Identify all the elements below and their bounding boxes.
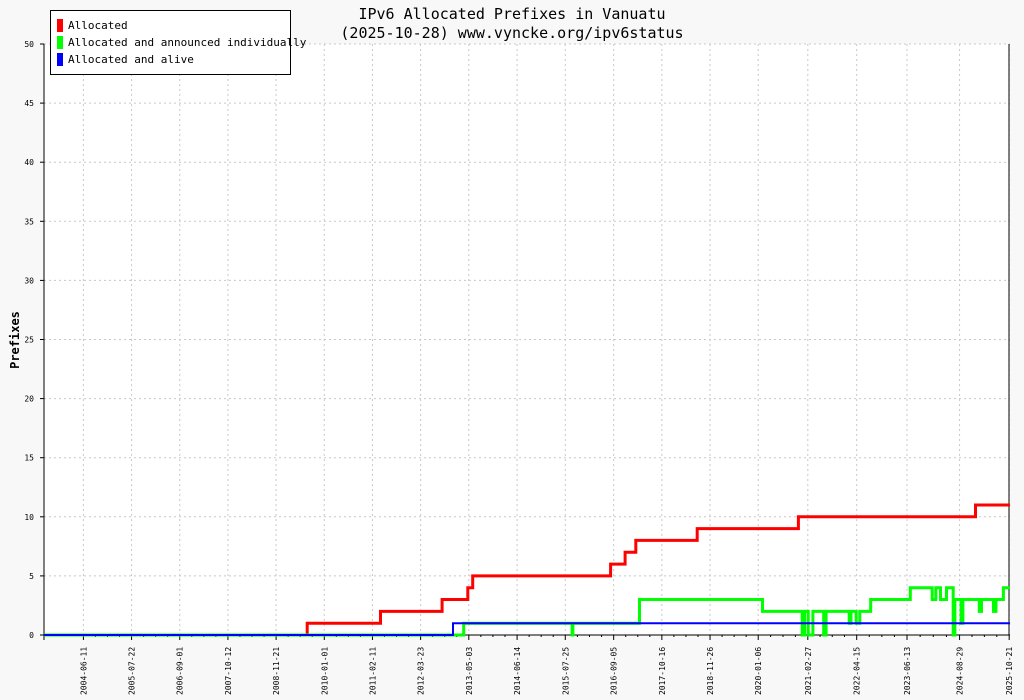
y-tick-label: 15 — [24, 454, 34, 463]
legend-swatch-announced — [57, 35, 63, 49]
x-tick-label: 2020-01-06 — [754, 647, 763, 695]
legend: Allocated Allocated and announced indivi… — [50, 10, 306, 75]
x-tick-label: 2011-02-11 — [368, 647, 377, 695]
x-tick-label: 2017-10-16 — [658, 647, 667, 695]
y-tick-label: 35 — [24, 217, 34, 226]
y-tick-label: 5 — [29, 572, 34, 581]
legend-item-alive: Allocated and alive — [57, 52, 194, 66]
x-tick-label: 2004-06-11 — [79, 647, 88, 695]
legend-label-alive: Allocated and alive — [68, 52, 194, 66]
x-tick-label: 2016-09-05 — [610, 647, 619, 695]
x-tick-label: 2006-09-01 — [176, 647, 185, 695]
x-tick-label: 2014-06-14 — [513, 647, 522, 695]
x-tick-label: 2025-10-21 — [1005, 647, 1014, 695]
series-line-alive — [44, 622, 1010, 636]
legend-label-allocated: Allocated — [68, 18, 128, 32]
y-tick-label: 45 — [24, 99, 34, 108]
chart-subtitle: (2025-10-28) www.vyncke.org/ipv6status — [340, 24, 684, 42]
x-tick-label: 2015-07-25 — [561, 647, 570, 695]
x-tick-label: 2024-08-29 — [956, 647, 965, 695]
chart-title: IPv6 Allocated Prefixes in Vanuatu — [358, 5, 666, 23]
legend-label-announced: Allocated and announced individually — [68, 35, 307, 49]
y-tick-label: 10 — [24, 513, 34, 522]
x-tick-label: 2007-10-12 — [224, 647, 233, 695]
y-tick-label: 40 — [24, 158, 34, 167]
tick-labels: 0 5 10 15 20 25 30 35 40 45 50 2004-06-11 2005-07-22… — [24, 40, 1014, 695]
y-tick-label: 20 — [24, 395, 34, 404]
legend-item-announced: Allocated and announced individually — [57, 35, 306, 49]
x-tick-label: 2023-06-13 — [903, 647, 912, 695]
x-tick-label: 2018-11-26 — [706, 647, 715, 695]
legend-swatch-allocated — [57, 18, 63, 32]
y-tick-label: 50 — [24, 40, 34, 49]
series-line-announced — [44, 586, 1010, 637]
y-tick-label: 25 — [24, 336, 34, 345]
x-tick-label: 2010-01-01 — [320, 647, 329, 695]
x-tick-label: 2013-05-03 — [465, 647, 474, 695]
legend-swatch-alive — [57, 52, 63, 66]
x-tick-label: 2008-11-21 — [272, 647, 281, 695]
y-tick-label: 30 — [24, 276, 34, 285]
series-line-allocated — [44, 503, 1010, 637]
series-lines — [44, 503, 1010, 637]
grid — [44, 43, 1010, 636]
x-tick-label: 2021-02-27 — [804, 647, 813, 695]
x-tick-label: 2022-04-15 — [853, 647, 862, 695]
y-tick-label: 0 — [29, 631, 34, 640]
x-tick-label: 2012-03-23 — [417, 647, 426, 695]
x-tick-label: 2005-07-22 — [128, 647, 137, 695]
legend-item-allocated: Allocated — [57, 18, 128, 32]
